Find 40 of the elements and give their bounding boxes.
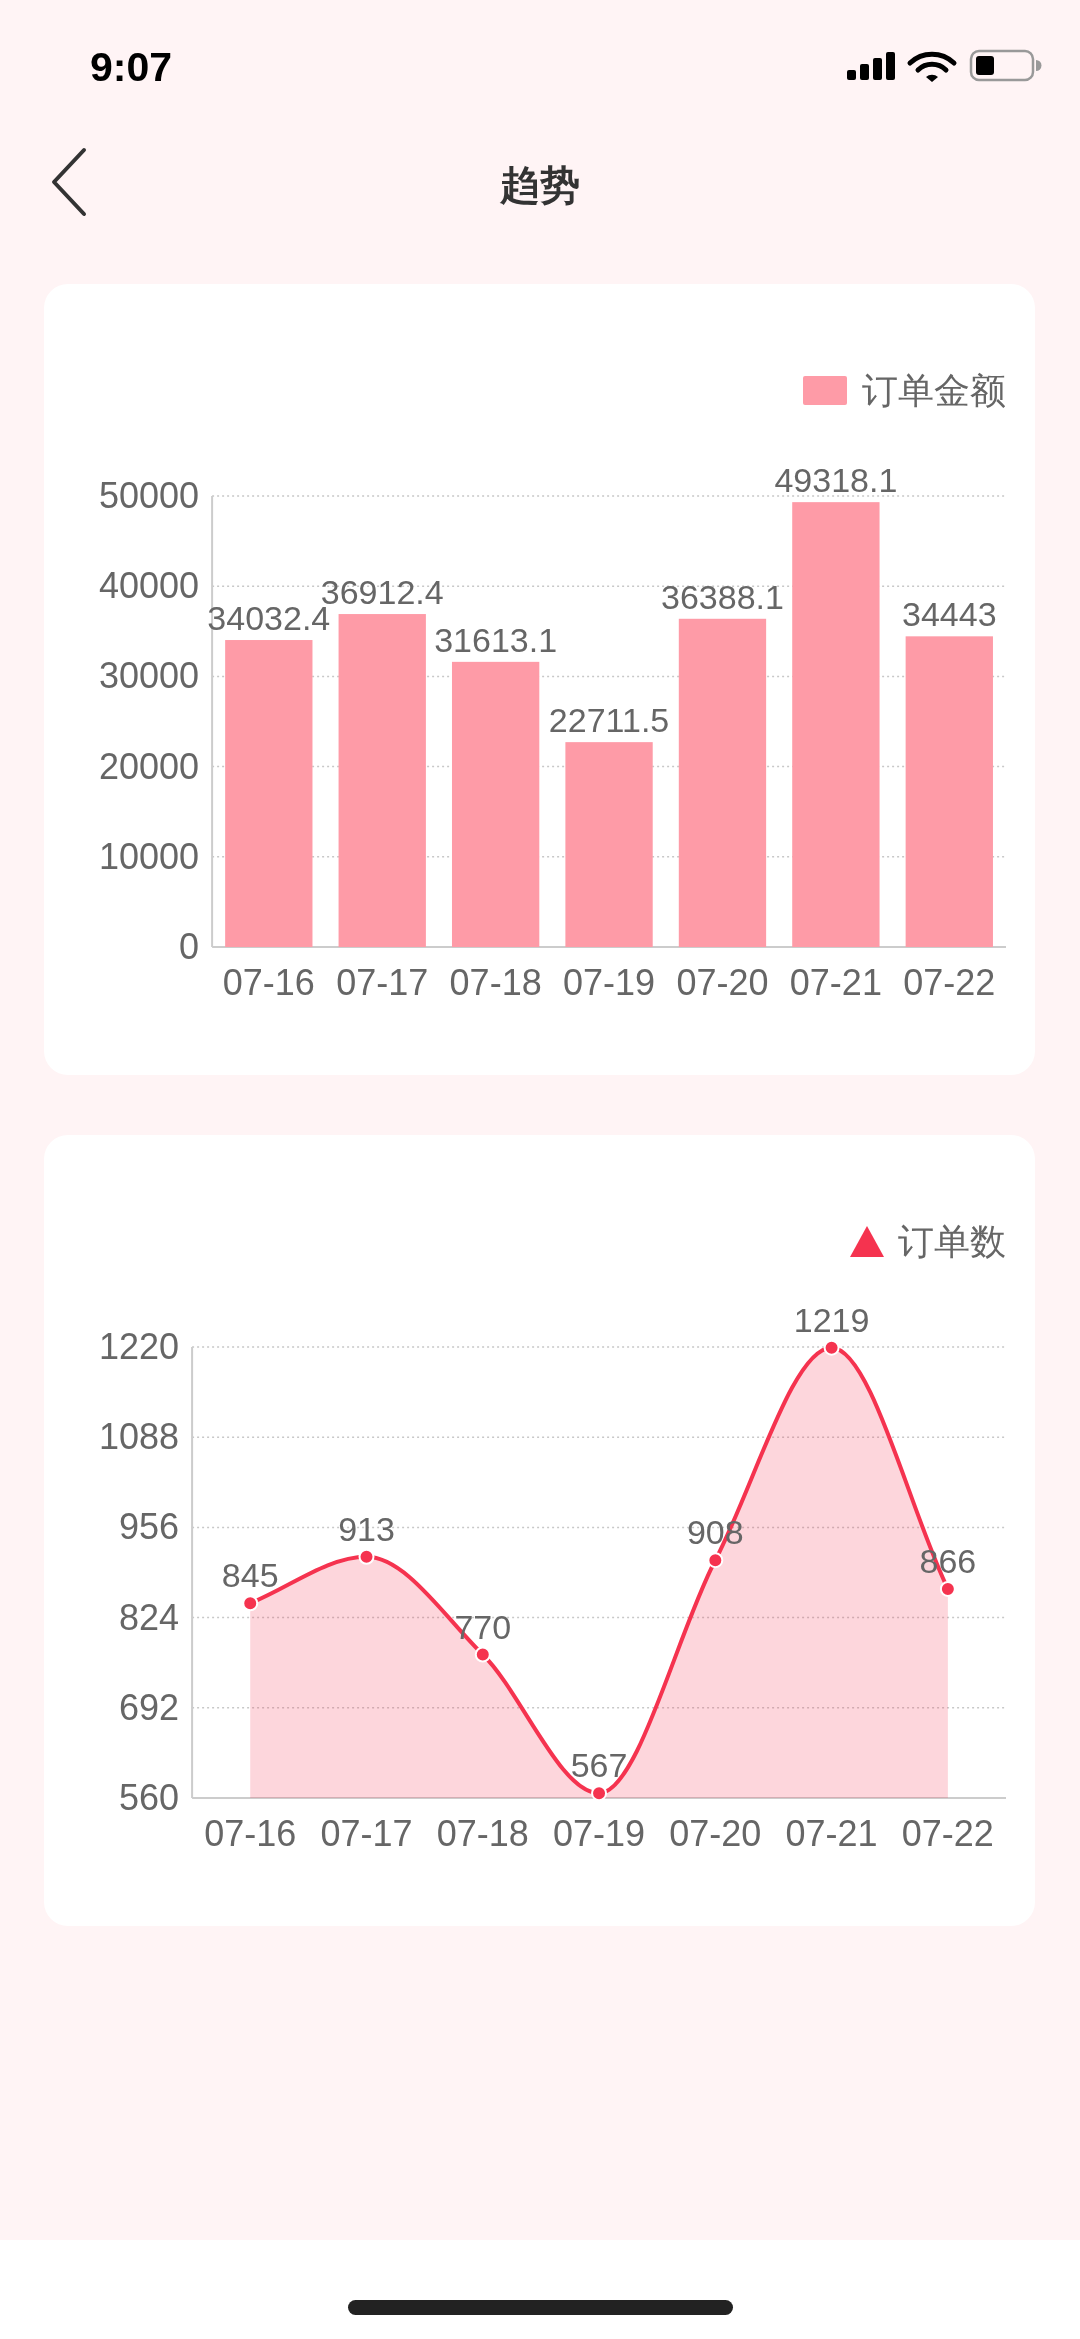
legend-label: 订单金额	[862, 370, 1006, 411]
x-tick-label: 07-20	[669, 1813, 762, 1854]
title: 趋势	[500, 163, 580, 207]
data-label: 913	[338, 1509, 395, 1548]
x-tick-label: 07-17	[320, 1813, 413, 1854]
x-tick-label: 07-19	[563, 962, 656, 1003]
data-label: 770	[454, 1607, 512, 1646]
y-tick-label: 10000	[99, 835, 200, 877]
y-tick-label: 824	[119, 1596, 180, 1638]
x-tick-label: 07-22	[901, 1813, 994, 1854]
data-label: 34443	[902, 595, 997, 634]
x-tick-label: 07-22	[903, 962, 996, 1003]
data-label: 49318.1	[774, 461, 898, 500]
y-tick-label: 40000	[99, 565, 200, 607]
x-tick-label: 07-16	[204, 1813, 297, 1854]
x-tick-label: 07-16	[222, 962, 315, 1003]
y-tick-label: 20000	[99, 745, 200, 787]
data-label: 845	[221, 1556, 279, 1595]
data-label: 22711.5	[548, 701, 670, 740]
x-tick-label: 07-19	[553, 1813, 646, 1854]
y-tick-label: 50000	[99, 475, 200, 516]
data-label: 1219	[793, 1300, 870, 1339]
y-tick-label: 692	[119, 1686, 180, 1728]
y-tick-label: 956	[119, 1506, 180, 1548]
y-tick-label: 0	[179, 926, 200, 967]
data-label: 567	[570, 1746, 628, 1785]
x-tick-label: 07-18	[449, 962, 542, 1003]
data-label: 36388.1	[661, 577, 784, 616]
y-tick-label: 1088	[99, 1416, 180, 1458]
x-tick-label: 07-17	[336, 962, 429, 1003]
y-tick-label: 30000	[99, 655, 200, 697]
x-tick-label: 07-21	[785, 1813, 878, 1854]
x-tick-label: 07-21	[789, 962, 882, 1003]
y-tick-label: 1220	[99, 1326, 180, 1367]
x-tick-label: 07-18	[436, 1813, 529, 1854]
x-tick-label: 07-20	[676, 962, 769, 1003]
annotation: 9:07	[90, 44, 173, 90]
y-tick-label: 560	[119, 1777, 180, 1818]
legend-label: 订单数	[898, 1221, 1006, 1262]
data-label: 31613.1	[434, 620, 558, 659]
